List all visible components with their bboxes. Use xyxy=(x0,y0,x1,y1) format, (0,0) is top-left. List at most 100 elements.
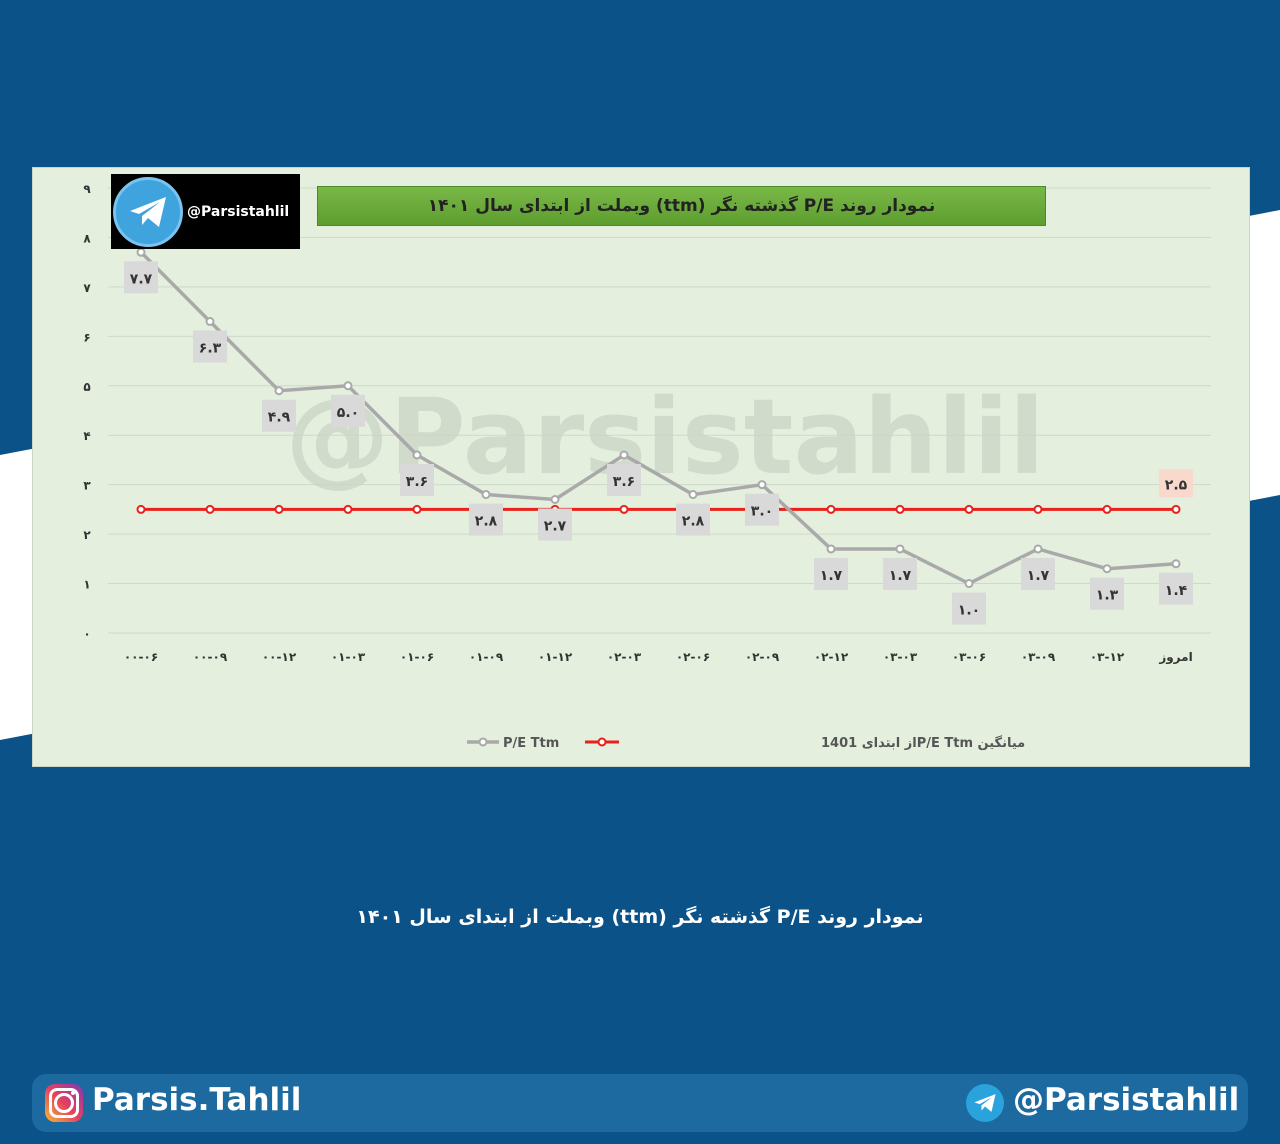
caption: نمودار روند P/E گذشته نگر (ttm) وبملت از… xyxy=(356,906,924,928)
x-tick-label: ۰۱-۰۹ xyxy=(469,650,504,664)
x-tick-label: ۰۳-۰۶ xyxy=(952,650,986,664)
telegram-icon[interactable] xyxy=(966,1084,1004,1122)
y-tick-label: ۱ xyxy=(83,578,90,592)
pe-point xyxy=(619,450,629,460)
pe-data-label: ۴.۹ xyxy=(268,410,291,426)
pe-point xyxy=(136,247,146,257)
avg-data-label: ۲.۵ xyxy=(1165,477,1188,493)
x-tick-label: ۰۱-۱۲ xyxy=(538,650,573,664)
pe-data-label: ۱.۷ xyxy=(1027,568,1050,584)
avg-point xyxy=(136,504,146,514)
pe-data-label: ۲.۷ xyxy=(544,519,567,535)
pe-point xyxy=(1102,564,1112,574)
y-tick-label: ۸ xyxy=(83,231,91,245)
x-tick-label: ۰۲-۰۳ xyxy=(607,650,642,664)
pe-data-label: ۱.۰ xyxy=(958,603,980,619)
pe-label-box xyxy=(469,503,503,536)
x-tick-label: ۰۳-۰۹ xyxy=(1021,650,1056,664)
pe-point xyxy=(205,317,215,326)
logo-handle: @Parsistahlil xyxy=(187,203,290,220)
avg-point xyxy=(343,504,353,514)
x-tick-label: ۰۳-۰۳ xyxy=(883,650,918,664)
pe-label-box xyxy=(676,503,710,536)
pe-label-box xyxy=(952,592,986,625)
y-tick-label: ۴ xyxy=(83,429,90,443)
x-tick-label: ۰۲-۰۶ xyxy=(676,650,710,664)
x-tick-label: ۰۲-۰۹ xyxy=(745,650,780,664)
pe-point xyxy=(274,386,284,396)
pe-data-label: ۲.۸ xyxy=(475,514,498,530)
x-tick-label: ۰۰-۰۹ xyxy=(193,650,228,664)
y-tick-label: ۹ xyxy=(83,182,91,196)
pe-label-box xyxy=(538,508,572,541)
pe-label-box xyxy=(1021,557,1055,590)
pe-label-box xyxy=(1090,577,1124,610)
avg-label-box xyxy=(1159,469,1193,498)
avg-point xyxy=(1033,504,1043,514)
pe-data-label: ۱.۴ xyxy=(1165,583,1188,599)
x-tick-label: امروز xyxy=(1158,650,1192,665)
pe-label-box xyxy=(607,464,641,496)
pe-data-label: ۱.۳ xyxy=(1096,588,1119,604)
pe-data-label: ۱.۷ xyxy=(820,568,843,584)
x-tick-label: ۰۳-۱۲ xyxy=(1090,650,1125,664)
y-tick-label: ۷ xyxy=(83,281,91,295)
channel-logo: @Parsistahlil xyxy=(111,174,300,249)
avg-point xyxy=(274,504,284,514)
instagram-handle[interactable]: Parsis.Tahlil xyxy=(92,1082,302,1118)
legend-pe-label: P/E Ttm xyxy=(503,736,559,751)
x-tick-label: ۰۰-۰۶ xyxy=(124,650,158,664)
avg-point xyxy=(826,504,836,514)
pe-data-label: ۳.۰ xyxy=(751,504,773,520)
pe-data-label: ۳.۶ xyxy=(406,474,428,490)
x-tick-label: ۰۲-۱۲ xyxy=(814,650,849,664)
y-tick-label: ۳ xyxy=(83,479,91,493)
y-tick-label: ۲ xyxy=(83,528,91,542)
pe-data-label: ۳.۶ xyxy=(613,474,635,490)
x-tick-label: ۰۰-۱۲ xyxy=(262,650,297,664)
telegram-icon xyxy=(113,176,183,247)
pe-label-box xyxy=(124,261,158,294)
x-tick-label: ۰۱-۰۶ xyxy=(400,650,434,664)
pe-series-line xyxy=(139,251,1177,586)
pe-label-box xyxy=(193,330,227,363)
y-tick-label: ۶ xyxy=(83,330,90,344)
x-tick-label: ۰۱-۰۳ xyxy=(331,650,366,664)
legend-avg-marker xyxy=(597,737,607,747)
pe-point xyxy=(343,381,353,391)
pe-point xyxy=(1171,559,1181,569)
pe-label-box xyxy=(1159,572,1193,605)
instagram-icon[interactable] xyxy=(45,1084,83,1122)
pe-label-box xyxy=(262,399,296,432)
pe-data-label: ۶.۳ xyxy=(199,341,222,357)
avg-point xyxy=(895,504,905,514)
pe-data-label: ۲.۸ xyxy=(682,514,705,530)
pe-point xyxy=(757,480,767,490)
avg-point xyxy=(619,504,629,514)
line-chart: ۰ ۱ ۲ ۳ ۴ ۵ ۶ ۷ ۸ ۹ @Parsistahlil ۰۰-۰۶ ۰۰-۰۹ ۰۰-۱۲ ۰۱… xyxy=(83,182,1211,751)
footer-bar: Parsis.Tahlil @Parsistahlil xyxy=(32,1074,1248,1132)
pe-point xyxy=(826,544,836,554)
pe-point xyxy=(964,579,974,589)
pe-label-box xyxy=(883,557,917,590)
chart-card: ۰ ۱ ۲ ۳ ۴ ۵ ۶ ۷ ۸ ۹ @Parsistahlil ۰۰-۰۶ ۰۰-۰۹ ۰۰-۱۲ ۰۱… xyxy=(32,167,1250,767)
y-tick-label: ۵ xyxy=(83,380,90,394)
avg-point xyxy=(1171,504,1181,514)
pe-data-label: ۱.۷ xyxy=(889,568,912,584)
avg-point xyxy=(1102,504,1112,514)
pe-point xyxy=(895,544,905,554)
pe-label-box xyxy=(814,557,848,590)
pe-label-box xyxy=(331,394,365,427)
pe-label-box xyxy=(400,464,434,496)
avg-point xyxy=(412,504,422,514)
pe-data-label: ۷.۷ xyxy=(130,271,153,287)
pe-point xyxy=(550,495,560,504)
pe-point xyxy=(1033,544,1043,554)
legend-avg-label: میانگین P/E Ttmاز ابتدای 1401 xyxy=(821,735,1025,751)
avg-point xyxy=(964,504,974,514)
chart-title: نمودار روند P/E گذشته نگر (ttm) وبملت از… xyxy=(317,186,1046,226)
pe-label-box xyxy=(745,493,779,526)
pe-point xyxy=(481,490,491,500)
telegram-handle[interactable]: @Parsistahlil xyxy=(1013,1082,1240,1118)
legend-pe-marker xyxy=(478,737,488,747)
